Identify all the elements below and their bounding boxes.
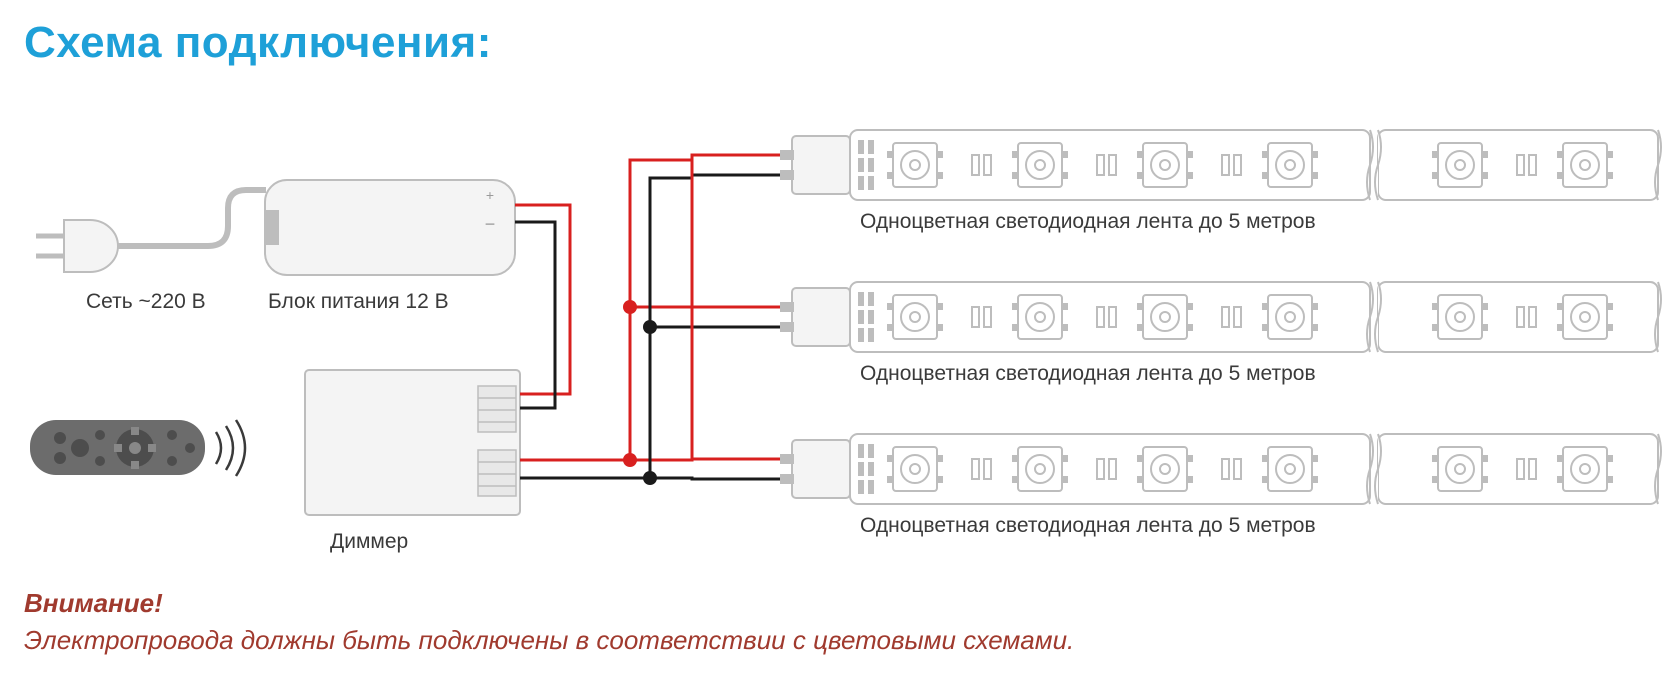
wire-psu-to-dimmer [515, 205, 570, 408]
strip-label: Одноцветная светодиодная лента до 5 метр… [860, 362, 1316, 385]
led-strip [780, 434, 1661, 504]
strip-label: Одноцветная светодиодная лента до 5 метр… [860, 210, 1316, 233]
plug-label: Сеть ~220 В [86, 290, 206, 314]
strip-label: Одноцветная светодиодная лента до 5 метр… [860, 514, 1316, 537]
led-strip [780, 282, 1661, 352]
led-strip [780, 130, 1661, 200]
wiring-diagram: + − [0, 0, 1680, 674]
dimmer-icon [305, 370, 520, 515]
svg-text:−: − [485, 214, 496, 234]
remote-icon [30, 420, 245, 476]
psu-icon: + − [265, 180, 515, 275]
svg-text:+: + [486, 187, 494, 203]
psu-label: Блок питания 12 В [268, 290, 449, 314]
dimmer-label: Диммер [330, 530, 408, 554]
plug-icon [36, 190, 266, 272]
warning-text: Электропровода должны быть подключены в … [24, 625, 1074, 656]
warning-heading: Внимание! [24, 588, 163, 619]
